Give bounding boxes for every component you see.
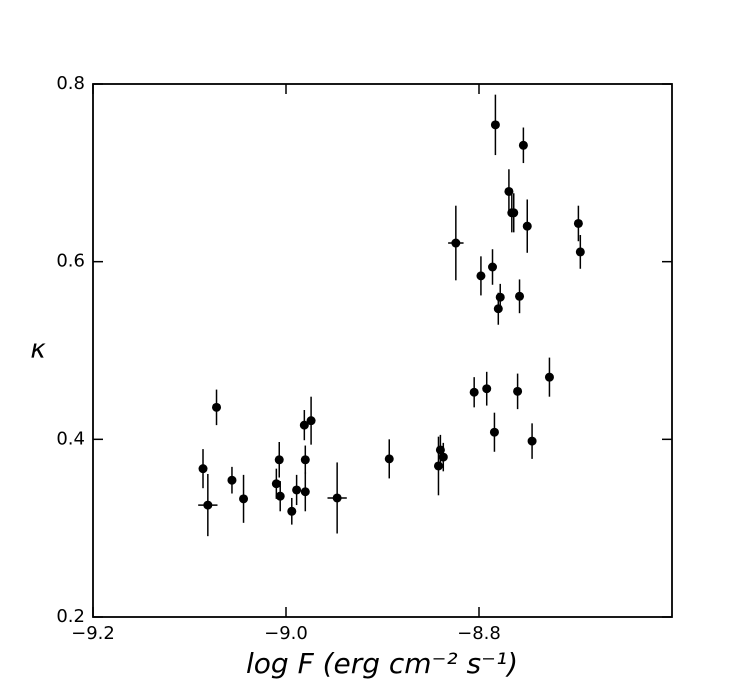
point bbox=[493, 304, 503, 314]
point bbox=[212, 402, 222, 412]
point bbox=[384, 454, 394, 464]
point bbox=[527, 436, 537, 446]
point bbox=[300, 455, 310, 465]
y-tick-label: 0.2 bbox=[56, 606, 85, 627]
point bbox=[509, 208, 519, 218]
point bbox=[299, 420, 309, 430]
point bbox=[239, 494, 249, 504]
point bbox=[488, 262, 498, 272]
point bbox=[306, 416, 316, 426]
point bbox=[489, 427, 499, 437]
point bbox=[271, 479, 281, 489]
plot-frame bbox=[92, 83, 673, 618]
point bbox=[575, 247, 585, 257]
point bbox=[515, 291, 525, 301]
point bbox=[522, 221, 532, 231]
point bbox=[495, 292, 505, 302]
point bbox=[438, 452, 448, 462]
point bbox=[573, 218, 583, 228]
point bbox=[203, 500, 213, 510]
point bbox=[274, 455, 284, 465]
point bbox=[300, 487, 310, 497]
point bbox=[482, 384, 492, 394]
point bbox=[518, 140, 528, 150]
point bbox=[451, 238, 461, 248]
x-tick-label: −8.8 bbox=[457, 623, 501, 644]
point bbox=[332, 493, 342, 503]
y-tick-label: 0.6 bbox=[56, 251, 85, 272]
point bbox=[292, 485, 302, 495]
y-tick-label: 0.8 bbox=[56, 73, 85, 94]
point bbox=[513, 386, 523, 396]
point bbox=[433, 461, 443, 471]
point bbox=[476, 271, 486, 281]
point bbox=[490, 120, 500, 130]
point bbox=[544, 372, 554, 382]
point bbox=[198, 464, 208, 474]
point bbox=[469, 387, 479, 397]
point bbox=[227, 475, 237, 485]
point bbox=[275, 491, 285, 501]
y-axis-label: κ bbox=[30, 335, 46, 365]
y-tick-label: 0.4 bbox=[56, 428, 85, 449]
x-tick-label: −9.0 bbox=[264, 623, 308, 644]
x-axis-label: log F (erg cm⁻² s⁻¹) bbox=[246, 647, 518, 680]
x-tick-label: −9.2 bbox=[71, 623, 115, 644]
point bbox=[287, 506, 297, 516]
